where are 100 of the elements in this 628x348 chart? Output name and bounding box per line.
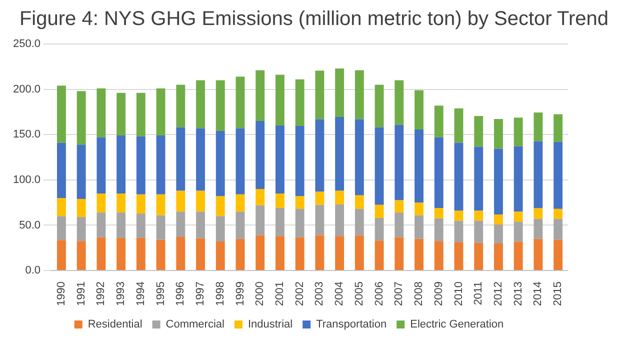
bar	[315, 235, 324, 270]
bar	[534, 238, 543, 270]
bar	[315, 192, 324, 205]
bar	[236, 128, 245, 194]
bar	[554, 240, 563, 270]
bar	[136, 213, 146, 238]
x-tick-label: 1998	[214, 282, 226, 306]
bar	[354, 195, 364, 209]
bar	[196, 190, 205, 212]
y-tick-label: 0.0	[25, 264, 41, 277]
bar	[434, 208, 444, 218]
bar	[454, 220, 464, 242]
bar	[236, 76, 245, 128]
x-tick-label: 1991	[75, 282, 88, 306]
bar	[514, 242, 523, 270]
x-tick-label: 2000	[254, 282, 266, 306]
bar	[354, 119, 364, 196]
bar	[414, 129, 424, 203]
bar	[76, 144, 86, 199]
bar	[276, 194, 284, 208]
bar	[394, 237, 404, 270]
bar	[374, 127, 384, 205]
bar	[116, 212, 126, 238]
bar	[216, 130, 225, 196]
bar	[494, 119, 503, 149]
bar	[434, 137, 444, 208]
bar	[196, 238, 205, 270]
bar	[474, 220, 484, 243]
bar	[276, 74, 284, 126]
x-tick-label: 1992	[95, 282, 108, 306]
bar	[196, 80, 205, 128]
x-tick-label: 2012	[492, 282, 505, 306]
bar	[295, 126, 304, 196]
x-tick-label: 2004	[334, 282, 346, 306]
bar	[454, 210, 464, 221]
bar	[116, 136, 126, 194]
bar	[236, 238, 245, 270]
bar	[256, 205, 265, 236]
legend-label: Industrial	[248, 318, 293, 331]
bar	[315, 119, 324, 192]
bar	[335, 116, 344, 191]
bar	[156, 136, 166, 194]
bar	[335, 68, 344, 117]
bar	[116, 92, 126, 136]
bar	[494, 244, 503, 270]
bar	[256, 121, 265, 189]
bar	[96, 237, 106, 270]
bar	[156, 88, 166, 136]
bar	[156, 240, 166, 270]
bar	[196, 212, 205, 238]
x-tick-label: 1993	[115, 282, 128, 306]
bar	[414, 202, 424, 216]
bar	[276, 126, 284, 194]
y-tick-label: 150.0	[12, 128, 41, 141]
bar	[414, 90, 424, 130]
bar	[494, 148, 503, 215]
bar	[216, 80, 225, 131]
bar	[394, 80, 404, 125]
bar	[295, 196, 304, 209]
x-tick-label: 2009	[432, 282, 445, 306]
legend-label: Residential	[88, 318, 142, 331]
bar	[534, 218, 543, 239]
bar	[554, 114, 563, 142]
bar	[176, 84, 186, 128]
bar	[454, 142, 464, 211]
bar	[236, 212, 245, 239]
bar	[76, 241, 86, 270]
x-tick-label: 1996	[174, 282, 187, 306]
bar	[335, 190, 344, 204]
bar	[354, 208, 364, 236]
bar	[116, 194, 126, 213]
bar	[76, 91, 86, 145]
bar	[394, 200, 404, 213]
bar	[514, 146, 523, 212]
bar	[454, 108, 464, 143]
bar	[56, 198, 66, 216]
bar	[295, 208, 304, 238]
x-tick-label: 2015	[552, 282, 564, 306]
bar	[216, 196, 225, 216]
x-tick-label: 1995	[154, 282, 167, 306]
bar	[534, 141, 543, 208]
y-tick-label: 250.0	[12, 38, 41, 50]
bar	[176, 237, 186, 270]
x-tick-label: 2008	[413, 282, 426, 306]
chart-title: Figure 4: NYS GHG Emissions (million metric ton) by Sector Trend	[18, 8, 610, 32]
bar	[56, 240, 66, 270]
bar	[474, 242, 484, 270]
legend-label: Transportation	[316, 318, 387, 331]
bar	[514, 222, 523, 242]
x-tick-label: 1994	[134, 282, 147, 306]
x-tick-label: 2003	[314, 282, 326, 306]
x-tick-label: 2005	[353, 282, 366, 306]
bar	[276, 208, 284, 236]
bar	[394, 212, 404, 238]
bar	[514, 118, 523, 146]
bar	[434, 218, 444, 242]
bar	[454, 242, 464, 270]
bar	[216, 242, 225, 270]
bar	[374, 240, 384, 270]
bar	[176, 127, 186, 191]
